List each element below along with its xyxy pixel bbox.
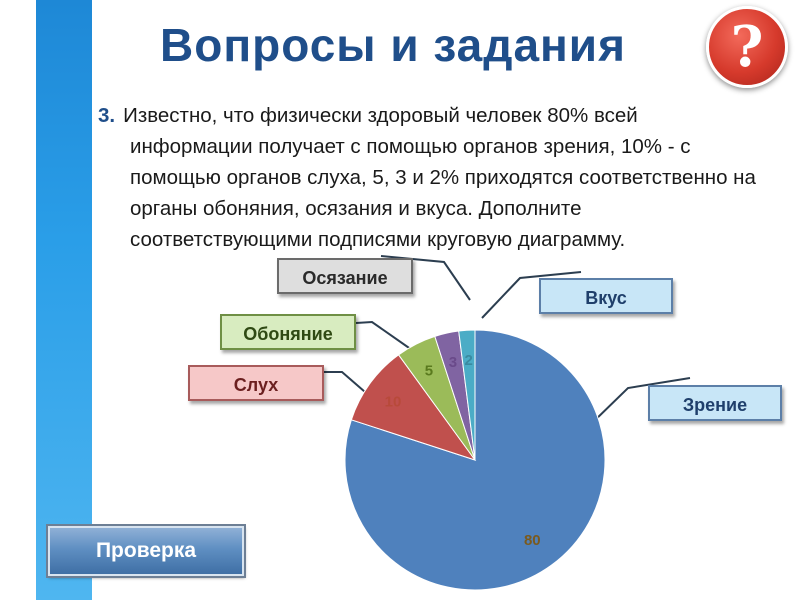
label-touch[interactable]: Осязание [277, 258, 413, 294]
task-text: 3. Известно, что физически здоровый челов… [98, 100, 758, 255]
task-first-line: 3. Известно, что физически здоровый челов… [98, 100, 758, 131]
side-accent-bar [36, 0, 92, 600]
label-vision[interactable]: Зрение [648, 385, 782, 421]
slice-hearing [350, 354, 477, 461]
data-label-2: 2 [464, 352, 472, 369]
task-number: 3. [98, 104, 116, 127]
slice-vision [344, 329, 606, 591]
task-line1-text: Известно, что физически здоровый человек… [123, 104, 638, 127]
slice-touch [434, 330, 476, 461]
label-smell[interactable]: Обоняние [220, 314, 356, 350]
slice-taste [458, 329, 476, 461]
pie-slices [344, 329, 606, 591]
page-title: Вопросы и задания [160, 19, 626, 71]
data-labels: 80 10 53 2 [385, 352, 541, 549]
leader-hearing [324, 371, 381, 406]
check-button[interactable]: Проверка [46, 524, 246, 578]
label-taste[interactable]: Вкус [539, 278, 673, 314]
data-label-10: 10 [385, 393, 402, 410]
question-mark-icon[interactable]: ? [706, 6, 788, 88]
data-label-5: 5 [425, 363, 433, 380]
data-label-3: 3 [449, 354, 457, 371]
label-hearing[interactable]: Слух [188, 365, 324, 401]
data-label-80: 80 [524, 532, 541, 549]
slice-smell [397, 335, 476, 461]
task-body-text: информации получает с помощью органов зр… [130, 135, 756, 251]
leader-smell [355, 320, 413, 351]
